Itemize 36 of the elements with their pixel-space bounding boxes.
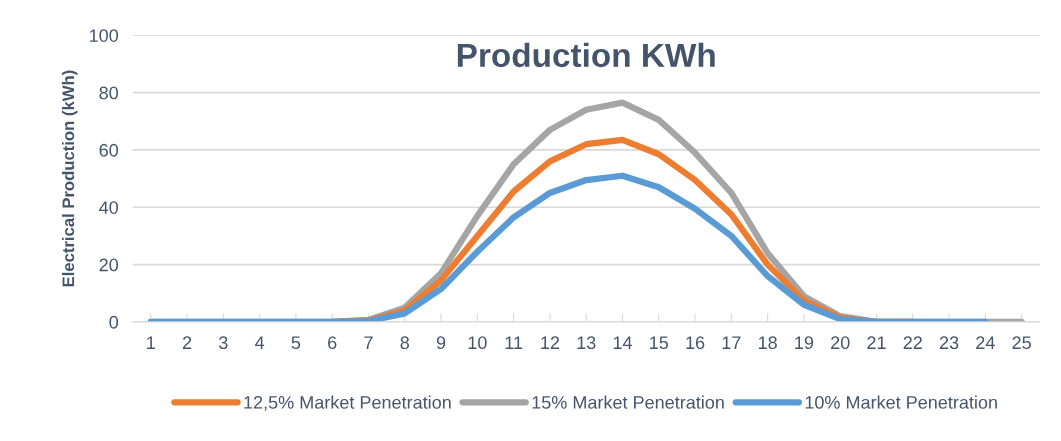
chart-title: Production KWh xyxy=(457,42,715,68)
y-tick-label: 60 xyxy=(99,143,119,157)
x-tick-label: 25 xyxy=(1012,336,1031,350)
legend-label: 12,5% Market Penetration xyxy=(244,395,451,411)
x-tick-label: 20 xyxy=(831,336,850,350)
x-tick-label: 23 xyxy=(939,336,959,350)
x-tick-label: 4 xyxy=(255,336,265,349)
y-tick-label: 40 xyxy=(99,201,119,214)
x-tick-label: 18 xyxy=(758,336,777,350)
x-tick-label: 10 xyxy=(468,336,487,350)
x-tick-label: 9 xyxy=(436,336,446,350)
y-tick-label: 80 xyxy=(99,86,119,100)
y-tick-label: 0 xyxy=(109,315,119,329)
legend-label: 15% Market Penetration xyxy=(532,395,724,409)
x-tick-label: 11 xyxy=(505,336,523,349)
y-axis-title: Electrical Production (kWh) xyxy=(61,70,78,287)
x-tick-label: 14 xyxy=(613,336,632,349)
x-tick-label: 1 xyxy=(147,336,155,349)
y-tick-label: 20 xyxy=(99,258,119,272)
x-tick-label: 15 xyxy=(650,336,669,350)
x-tick-label: 22 xyxy=(903,336,922,349)
x-tick-label: 2 xyxy=(182,336,192,349)
x-tick-label: 8 xyxy=(400,336,410,350)
x-tick-label: 16 xyxy=(686,336,705,350)
x-tick-label: 19 xyxy=(795,336,814,350)
x-tick-label: 7 xyxy=(364,336,373,349)
x-tick-label: 12 xyxy=(541,336,560,349)
legend-label: 10% Market Penetration xyxy=(805,395,997,409)
y-tick-label: 100 xyxy=(89,29,119,42)
x-tick-label: 3 xyxy=(219,336,228,350)
x-tick-label: 6 xyxy=(328,336,337,350)
x-tick-label: 21 xyxy=(867,336,886,349)
x-tick-label: 24 xyxy=(976,336,995,349)
x-tick-label: 5 xyxy=(291,336,301,350)
x-tick-label: 17 xyxy=(722,336,741,349)
x-tick-label: 13 xyxy=(577,336,596,350)
